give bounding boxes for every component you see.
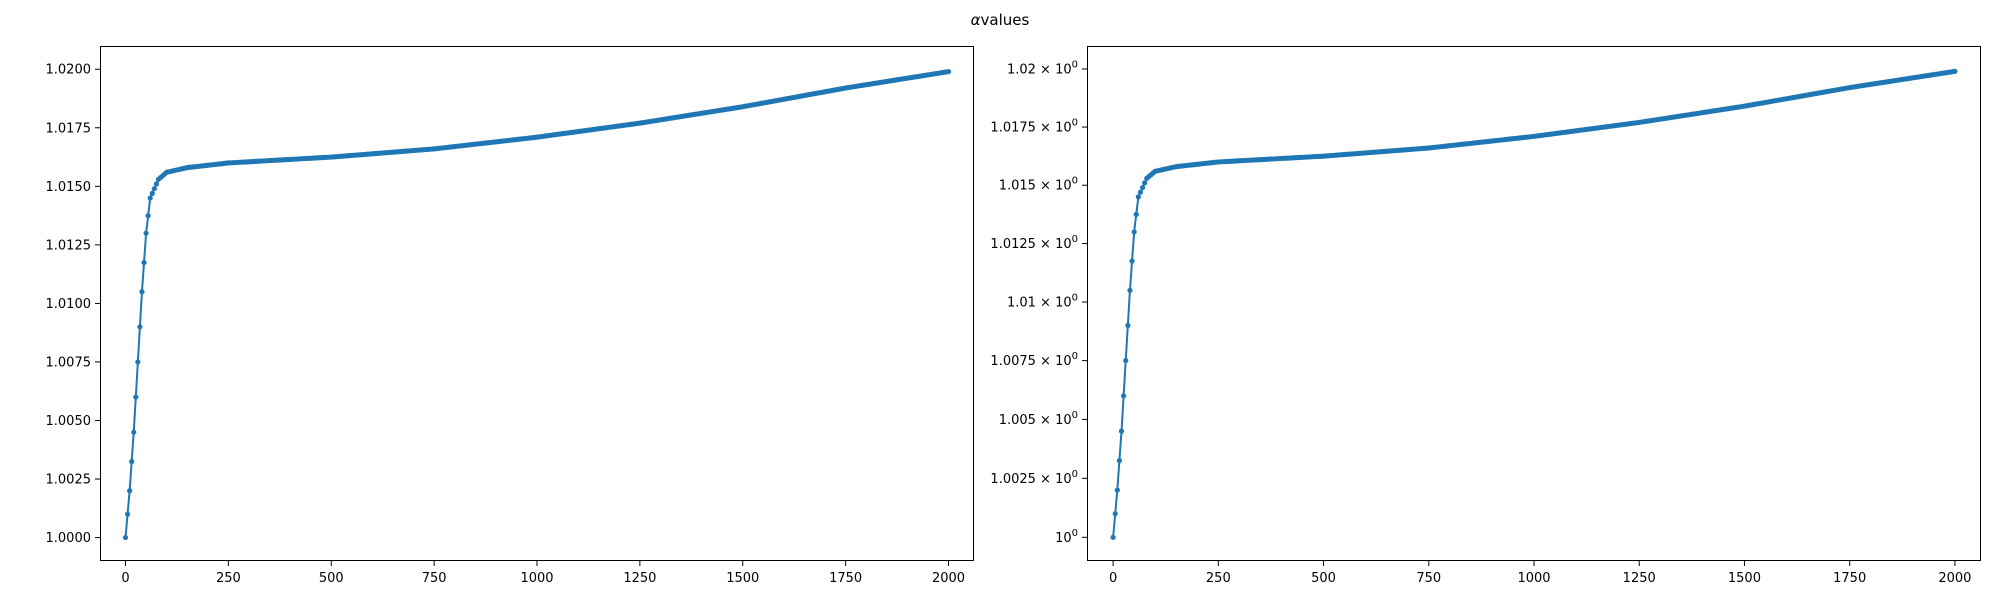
data-point — [151, 186, 157, 192]
right-ytick-label: 100 — [1055, 528, 1078, 546]
right-series-markers — [1110, 68, 1958, 540]
left-ytick-label: 1.0050 — [46, 414, 92, 429]
right-xtick-label: 1500 — [1728, 571, 1761, 586]
left-series-markers — [122, 68, 952, 541]
data-point — [122, 534, 129, 541]
data-point — [124, 511, 131, 517]
data-point — [1125, 322, 1131, 329]
data-point — [1129, 258, 1135, 264]
right-xtick-label: 750 — [1416, 571, 1441, 586]
data-point — [1114, 487, 1120, 493]
suptitle-text: values — [981, 11, 1030, 29]
data-point — [1123, 358, 1129, 364]
right-ytick-label: 1.0125 × 100 — [990, 234, 1078, 252]
left-ytick-label: 1.0175 — [46, 121, 92, 136]
data-point — [1112, 511, 1118, 517]
left-xtick-label: 1000 — [520, 571, 553, 586]
right-ytick-label: 1.0075 × 100 — [990, 351, 1078, 369]
axes-left-linear: 0 250 500 750 1000 1250 1500 1750 2000 1.00001.0… — [46, 46, 974, 586]
data-point — [1952, 68, 1958, 74]
data-point — [147, 195, 153, 201]
left-xtick-label: 2000 — [932, 571, 965, 586]
left-xtick-label: 1500 — [726, 571, 759, 586]
data-point — [135, 359, 141, 365]
data-point — [1127, 287, 1133, 293]
left-series-line — [124, 70, 949, 538]
left-ytick-label: 1.0100 — [46, 297, 92, 312]
left-ytick-label: 1.0075 — [46, 355, 92, 370]
right-xtick-label: 1000 — [1517, 571, 1550, 586]
left-ytick-label: 1.0200 — [46, 63, 92, 78]
left-xtick-label: 1250 — [623, 571, 656, 586]
right-xtick-label: 2000 — [1938, 571, 1971, 586]
suptitle: αvalues — [971, 11, 1030, 29]
data-point — [1116, 458, 1123, 464]
data-point — [145, 213, 151, 219]
left-ytick-label: 1.0025 — [46, 473, 92, 488]
data-point — [129, 458, 135, 465]
data-point — [139, 289, 145, 295]
left-xtick-layer: 0 250 500 750 1000 1250 1500 1750 2000 — [121, 561, 965, 586]
left-xtick-label: 750 — [422, 571, 447, 586]
right-xtick-label: 500 — [1311, 571, 1336, 586]
data-point — [143, 230, 149, 236]
left-xtick-label: 1750 — [829, 571, 862, 586]
right-series-line — [1112, 70, 1956, 538]
data-point — [149, 190, 155, 196]
data-point — [1131, 229, 1137, 235]
left-axes-frame — [100, 46, 974, 561]
left-xtick-label: 500 — [319, 571, 344, 586]
data-point — [1142, 180, 1148, 186]
right-xtick-label: 1250 — [1623, 571, 1656, 586]
suptitle-alpha: α — [971, 11, 981, 29]
right-ytick-label: 1.005 × 100 — [999, 410, 1078, 428]
data-point — [1139, 184, 1146, 191]
left-ytick-label: 1.0150 — [46, 180, 92, 195]
right-ytick-label: 1.0175 × 100 — [990, 118, 1078, 136]
left-ytick-layer: 1.0000 1.0025 1.0050 1.0075 1.0100 1.0125 1.01… — [46, 63, 100, 546]
right-series-layer — [1110, 68, 1958, 540]
right-ytick-label: 1.01 × 100 — [1007, 293, 1078, 311]
data-point — [1118, 428, 1125, 434]
left-ytick-label: 1.0125 — [46, 238, 92, 253]
right-ytick-layer: 100 1.0025 × 100 1.005 × 100 1.0075 × 100 1.… — [990, 60, 1087, 546]
right-ytick-label: 1.015 × 100 — [999, 176, 1078, 194]
data-point — [945, 68, 952, 75]
data-point — [1137, 189, 1144, 195]
data-point — [141, 259, 147, 266]
data-point — [1110, 534, 1116, 540]
left-ytick-label: 1.0000 — [46, 531, 92, 546]
left-series-layer — [122, 68, 952, 541]
right-axes-frame — [1087, 46, 1981, 561]
right-ytick-label: 1.0025 × 100 — [990, 469, 1078, 487]
axes-right-log: 0 250 500 750 1000 1250 1500 1750 2000 100 1.0025… — [990, 46, 1981, 586]
right-xtick-label: 1750 — [1833, 571, 1866, 586]
data-point — [1133, 211, 1139, 217]
left-xtick-label: 250 — [216, 571, 241, 586]
data-point — [1121, 393, 1127, 399]
right-xtick-layer: 0 250 500 750 1000 1250 1500 1750 2000 — [1109, 561, 1971, 586]
right-xtick-label: 0 — [1109, 571, 1117, 586]
data-point — [131, 429, 137, 435]
left-xtick-label: 0 — [121, 571, 129, 586]
data-point — [137, 324, 143, 330]
data-point — [153, 181, 159, 187]
data-point — [1135, 194, 1141, 200]
right-xtick-label: 250 — [1206, 571, 1231, 586]
data-point — [127, 488, 133, 494]
right-ytick-label: 1.02 × 100 — [1007, 60, 1078, 78]
data-point — [133, 394, 139, 400]
